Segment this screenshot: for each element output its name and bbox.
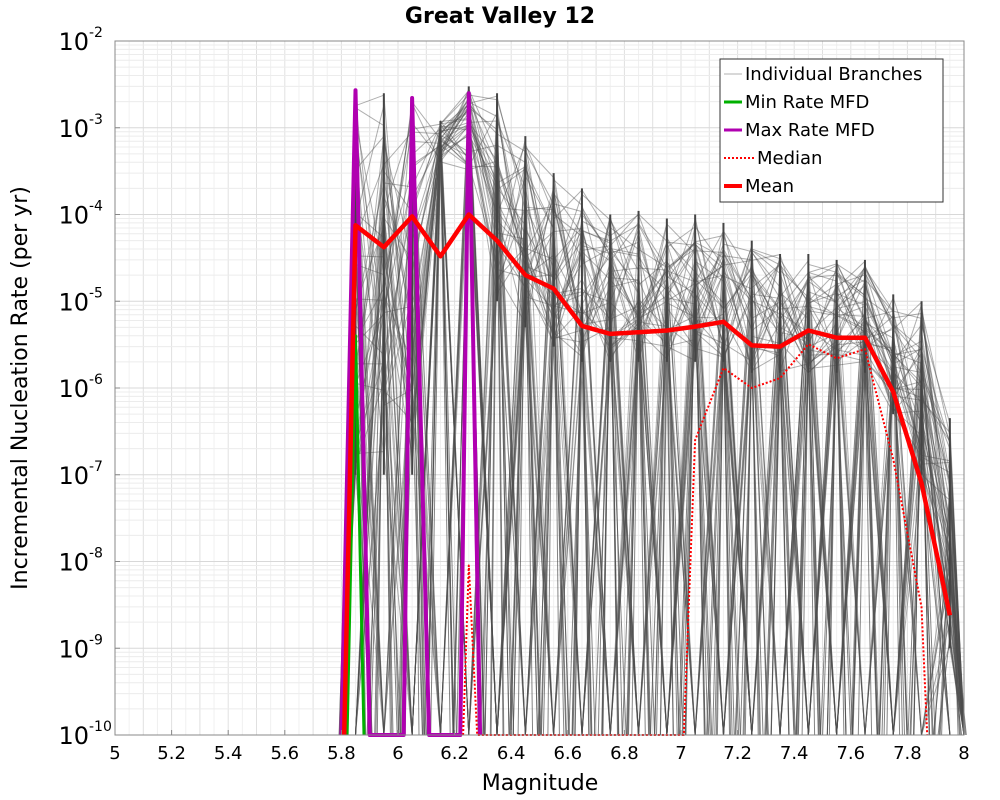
legend-label: Median <box>757 148 822 169</box>
branch-line <box>341 99 965 736</box>
chart-title: Great Valley 12 <box>405 4 595 29</box>
legend-label: Individual Branches <box>745 64 922 85</box>
branch-line <box>341 104 965 736</box>
grid <box>114 41 965 736</box>
y-tick-exponent: -4 <box>89 199 103 215</box>
branch-line <box>340 131 964 736</box>
x-tick-label: 6 <box>392 743 403 764</box>
y-tick-exponent: -7 <box>89 459 103 475</box>
y-tick-exponent: -6 <box>89 372 103 388</box>
branch-line <box>340 98 965 736</box>
mean-line <box>341 212 953 736</box>
x-tick-label: 8 <box>958 743 969 764</box>
legend: Individual Branches Min Rate MFD Max Rate … <box>719 58 944 203</box>
branch-line <box>340 107 965 736</box>
branch-line <box>340 137 965 736</box>
y-tick-base: 10 <box>58 635 89 663</box>
x-tick-label: 7.2 <box>723 743 752 764</box>
branch-line <box>340 103 964 736</box>
legend-label: Min Rate MFD <box>745 92 869 113</box>
branch-line <box>341 216 965 736</box>
branch-line <box>340 95 964 736</box>
y-tick-exponent: -10 <box>89 719 112 735</box>
x-tick-label: 5.6 <box>270 743 299 764</box>
branch-line <box>340 123 965 736</box>
x-tick-label: 6.8 <box>610 743 639 764</box>
branch-line <box>340 134 964 736</box>
branch-line <box>340 95 965 736</box>
x-tick-label: 7 <box>675 743 686 764</box>
legend-label: Mean <box>745 176 794 197</box>
branch-line <box>340 121 965 736</box>
y-tick-base: 10 <box>58 549 89 577</box>
y-tick-base: 10 <box>58 462 89 490</box>
x-tick-label: 6.4 <box>497 743 526 764</box>
branch-line <box>341 125 965 736</box>
branch-line <box>340 128 965 736</box>
x-tick-label: 7.6 <box>836 743 865 764</box>
branch-line <box>341 123 965 736</box>
branch-line <box>340 120 965 736</box>
branch-line <box>340 123 965 736</box>
branch-line <box>340 143 965 736</box>
x-axis-ticks: 5 5.2 5.4 5.6 5.8 6 6.2 6.4 6.6 6.8 7 7.2 7.4 7.6 7.8 8 <box>109 730 970 764</box>
y-tick-exponent: -5 <box>89 285 103 301</box>
branch-line <box>341 121 965 736</box>
min-rate-mfd-line <box>345 334 366 736</box>
branch-line <box>340 99 965 736</box>
x-tick-label: 7.4 <box>780 743 809 764</box>
x-tick-label: 6.6 <box>553 743 582 764</box>
y-tick-exponent: -3 <box>89 112 103 128</box>
y-tick-base: 10 <box>58 28 89 56</box>
branch-line <box>340 140 965 736</box>
y-tick-exponent: -9 <box>89 632 103 648</box>
y-tick-base: 10 <box>58 722 89 750</box>
legend-box <box>719 58 944 203</box>
y-tick-base: 10 <box>58 375 89 403</box>
branch-line <box>340 112 965 736</box>
y-tick-exponent: -2 <box>89 25 103 41</box>
y-tick-base: 10 <box>58 202 89 230</box>
branch-line <box>340 111 965 736</box>
x-tick-label: 5.8 <box>327 743 356 764</box>
branch-line <box>341 94 964 736</box>
max-rate-mfd-line <box>339 88 483 737</box>
y-tick-exponent: -8 <box>89 546 103 562</box>
branch-line <box>340 111 964 736</box>
y-axis-label: Incremental Nucleation Rate (per yr) <box>8 186 33 590</box>
x-tick-label: 5.4 <box>214 743 243 764</box>
branch-line <box>340 94 965 736</box>
x-tick-label: 5.2 <box>157 743 186 764</box>
y-tick-base: 10 <box>58 115 89 143</box>
branch-line <box>340 101 965 736</box>
x-tick-label: 6.2 <box>440 743 469 764</box>
x-tick-label: 5 <box>109 743 120 764</box>
x-tick-label: 7.8 <box>893 743 922 764</box>
branch-line <box>340 130 964 736</box>
branch-line <box>340 134 965 736</box>
y-axis-ticks: 10-210-310-410-510-610-710-810-910-10 <box>58 25 120 750</box>
branch-line <box>340 125 965 736</box>
branch-line <box>340 88 965 736</box>
branch-line <box>340 117 965 736</box>
x-axis-label: Magnitude <box>482 771 599 796</box>
branch-line <box>340 89 965 736</box>
legend-label: Max Rate MFD <box>745 120 875 141</box>
branch-line <box>340 98 965 736</box>
branch-line <box>340 88 965 736</box>
branch-line <box>340 140 965 736</box>
y-tick-base: 10 <box>58 288 89 316</box>
